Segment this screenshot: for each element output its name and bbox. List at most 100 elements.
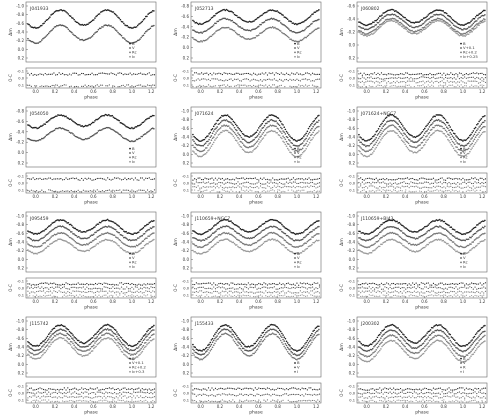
data-point bbox=[75, 36, 78, 38]
data-point bbox=[95, 231, 97, 233]
oc-point bbox=[148, 283, 150, 285]
data-point bbox=[371, 146, 374, 149]
oc-point bbox=[296, 182, 298, 185]
data-point bbox=[119, 134, 122, 136]
data-point bbox=[311, 224, 313, 226]
data-point bbox=[108, 113, 110, 116]
legend-marker bbox=[460, 51, 462, 54]
data-point bbox=[43, 37, 45, 39]
data-point bbox=[44, 123, 47, 125]
oc-point bbox=[244, 186, 246, 188]
data-point bbox=[245, 38, 247, 40]
data-point bbox=[392, 114, 395, 117]
oc-point bbox=[103, 72, 105, 74]
y-tick-label: 0.2 bbox=[349, 56, 356, 61]
data-point bbox=[286, 234, 289, 237]
oc-point bbox=[301, 181, 303, 184]
data-point bbox=[81, 38, 84, 41]
oc-point bbox=[465, 186, 467, 188]
oc-point bbox=[63, 284, 65, 286]
oc-point bbox=[122, 84, 124, 86]
y-tick-label: 0.2 bbox=[18, 161, 25, 166]
oc-point bbox=[101, 290, 104, 292]
data-point bbox=[234, 31, 237, 34]
legend-entry: Ic bbox=[132, 54, 135, 59]
data-point bbox=[261, 31, 264, 34]
data-point bbox=[219, 27, 222, 30]
data-point bbox=[134, 126, 137, 128]
data-point bbox=[429, 124, 432, 126]
data-point bbox=[454, 133, 456, 135]
data-point bbox=[209, 235, 212, 237]
data-point bbox=[73, 233, 75, 235]
data-point bbox=[72, 120, 74, 123]
data-point bbox=[282, 231, 284, 234]
oc-point bbox=[266, 181, 269, 183]
oc-point bbox=[396, 86, 398, 88]
oc-point bbox=[61, 84, 64, 87]
data-point bbox=[147, 229, 149, 231]
data-point bbox=[116, 243, 118, 245]
data-point bbox=[427, 22, 430, 25]
data-point bbox=[371, 21, 374, 24]
legend-entry: B bbox=[297, 146, 300, 151]
data-point bbox=[239, 129, 242, 132]
data-point bbox=[361, 138, 364, 141]
data-point bbox=[210, 145, 213, 147]
oc-point bbox=[117, 296, 119, 298]
oc-point bbox=[113, 73, 116, 75]
data-point bbox=[229, 226, 231, 229]
data-point bbox=[444, 16, 447, 19]
data-point bbox=[422, 28, 425, 31]
oc-point bbox=[365, 81, 367, 83]
data-point bbox=[214, 123, 216, 126]
oc-point bbox=[420, 190, 422, 193]
oc-point bbox=[119, 86, 121, 88]
oc-point bbox=[399, 85, 402, 87]
oc-point bbox=[254, 73, 256, 75]
y-tick-label: -0.2 bbox=[16, 38, 24, 43]
oc-point bbox=[441, 183, 443, 185]
data-point bbox=[481, 14, 484, 17]
oc-point bbox=[235, 85, 237, 87]
data-point bbox=[418, 134, 420, 137]
data-point bbox=[475, 123, 478, 126]
oc-point bbox=[124, 73, 126, 75]
data-point bbox=[378, 26, 381, 29]
data-point bbox=[360, 137, 363, 139]
data-point bbox=[53, 240, 56, 243]
oc-y-tick-label: 0.0 bbox=[349, 182, 355, 186]
data-point bbox=[301, 29, 304, 32]
data-point bbox=[396, 21, 398, 23]
oc-point bbox=[100, 290, 102, 292]
oc-point bbox=[209, 183, 211, 185]
x-tick-label: 1.2 bbox=[313, 89, 320, 94]
oc-point bbox=[244, 178, 246, 180]
data-point bbox=[445, 12, 448, 15]
oc-point bbox=[58, 86, 60, 88]
light-curve-series-2 bbox=[192, 17, 320, 34]
oc-point bbox=[370, 80, 372, 82]
oc-point bbox=[225, 182, 227, 184]
oc-point bbox=[313, 85, 315, 87]
data-point bbox=[96, 236, 99, 238]
oc-point bbox=[96, 296, 98, 298]
data-point bbox=[384, 11, 387, 13]
oc-point bbox=[389, 85, 391, 87]
oc-point bbox=[484, 181, 487, 184]
data-point bbox=[212, 225, 215, 227]
y-tick-label: 0.0 bbox=[349, 43, 356, 48]
data-point bbox=[385, 116, 388, 119]
data-point bbox=[214, 32, 216, 34]
oc-point bbox=[246, 186, 248, 188]
oc-point bbox=[413, 78, 415, 80]
data-point bbox=[288, 28, 290, 30]
oc-point bbox=[232, 178, 234, 180]
data-point bbox=[207, 140, 209, 143]
data-point bbox=[300, 39, 303, 42]
oc-point bbox=[220, 185, 222, 187]
oc-point bbox=[358, 73, 360, 75]
oc-point bbox=[296, 189, 298, 192]
oc-point bbox=[358, 178, 360, 180]
oc-point bbox=[153, 282, 156, 285]
